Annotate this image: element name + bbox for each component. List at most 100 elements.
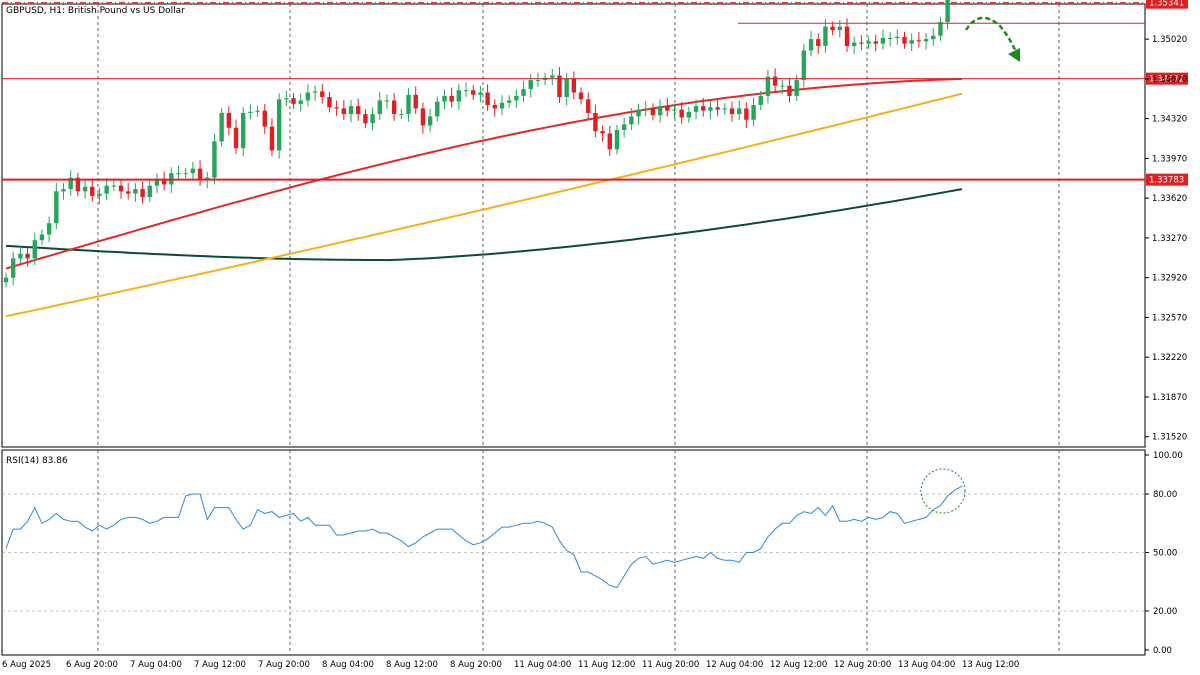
rsi-y-tick-label: 50.00 [1153, 549, 1177, 559]
candle-body [931, 35, 936, 40]
candle-body [463, 90, 469, 92]
candle-body [3, 277, 9, 283]
candle-body [427, 116, 433, 126]
candle-body [248, 111, 253, 113]
candle-body [923, 39, 929, 42]
price-tag-label: 1.34672 [1149, 75, 1184, 85]
candle-body [643, 108, 648, 110]
ma-50-line [5, 77, 963, 270]
candle-body [938, 22, 943, 36]
candle-body [348, 106, 354, 115]
candle-body [46, 223, 52, 235]
candle-body [887, 37, 893, 39]
candle-body [844, 26, 850, 46]
price-tag [1146, 173, 1188, 186]
candle-body [607, 133, 612, 150]
x-tick-label: 8 Aug 20:00 [450, 660, 502, 670]
candle-body [241, 112, 246, 149]
candle-body [406, 94, 411, 115]
y-tick-label: 1.32570 [1152, 313, 1187, 323]
candle-body [550, 75, 555, 78]
moving-averages [5, 77, 963, 318]
candle-body [140, 189, 145, 198]
candle-body [478, 92, 483, 95]
y-tick-label: 1.34670 [1152, 75, 1187, 85]
candle-body [456, 90, 462, 102]
candle-body [873, 41, 878, 44]
x-tick-label: 8 Aug 04:00 [322, 660, 374, 670]
y-tick-label: 1.33620 [1152, 194, 1187, 204]
candle-body [485, 92, 490, 106]
candle-body [708, 107, 713, 111]
x-tick-label: 11 Aug 20:00 [642, 660, 699, 670]
candle-body [341, 108, 347, 115]
x-tick-label: 7 Aug 04:00 [130, 660, 182, 670]
candle-body [399, 114, 404, 116]
candle-body [269, 126, 275, 151]
x-tick-label: 6 Aug 2025 [2, 660, 51, 670]
candle-body [657, 106, 663, 116]
candle-body [614, 129, 620, 150]
x-tick-label: 8 Aug 12:00 [386, 660, 438, 670]
candle-body [729, 108, 735, 115]
candle-body [686, 111, 692, 118]
candle-body [356, 106, 361, 115]
candle-body [693, 106, 699, 112]
candle-body [578, 92, 584, 100]
candle-body [629, 116, 634, 125]
candle-body [435, 101, 440, 117]
candle-body [68, 177, 73, 190]
x-tick-label: 12 Aug 04:00 [706, 660, 763, 670]
candle-body [255, 110, 260, 112]
y-tick-label: 1.33270 [1152, 234, 1187, 244]
candle-body [82, 186, 88, 192]
forecast-arrow [964, 16, 1018, 53]
candle-body [880, 37, 886, 44]
candle-body [593, 112, 598, 132]
candle-body [190, 168, 196, 174]
candle-body [744, 108, 749, 120]
candle-body [183, 173, 188, 175]
x-tick-label: 7 Aug 20:00 [258, 660, 310, 670]
candle-body [679, 109, 684, 118]
y-tick-label: 1.31870 [1152, 393, 1187, 403]
candle-body [837, 26, 843, 31]
x-tick-label: 13 Aug 04:00 [898, 660, 955, 670]
candle-body [442, 95, 447, 102]
annotations [920, 16, 1020, 514]
candle-body [305, 92, 311, 101]
candle-body [384, 100, 390, 102]
ma-100-line [5, 92, 963, 318]
candle-body [471, 90, 476, 95]
candle-body [557, 75, 562, 98]
candle-body [391, 100, 397, 115]
candle-body [226, 112, 232, 128]
candle-body [801, 50, 807, 81]
candle-body [650, 108, 656, 116]
candle-body [97, 193, 102, 196]
candle-body [363, 114, 368, 124]
candle-body [772, 76, 778, 86]
chart-title: GBPUSD, H1: British Pound vs US Dollar [6, 6, 185, 16]
candle-body [715, 107, 720, 110]
candle-body [197, 168, 203, 180]
price-tag-label: 1.33783 [1149, 176, 1184, 186]
rsi-series [2, 485, 1145, 612]
candle-body [370, 114, 375, 124]
candle-body [780, 85, 785, 87]
rsi-line [5, 485, 963, 589]
candle-body [506, 100, 512, 103]
y-tick-label: 1.32920 [1152, 274, 1187, 284]
candle-body [75, 177, 81, 192]
candle-body [895, 36, 900, 38]
candle-body [32, 240, 37, 259]
rsi-y-tick-label: 0.00 [1153, 646, 1172, 656]
candle-body [945, 0, 950, 23]
axes: 1.35020 1.34670 1.34320 1.33970 1.33620 1.332… [2, 35, 1187, 670]
candle-body [161, 179, 167, 185]
candle-body [830, 26, 835, 31]
price-tag [1146, 0, 1188, 9]
candle-body [262, 110, 267, 127]
candle-body [291, 98, 296, 104]
